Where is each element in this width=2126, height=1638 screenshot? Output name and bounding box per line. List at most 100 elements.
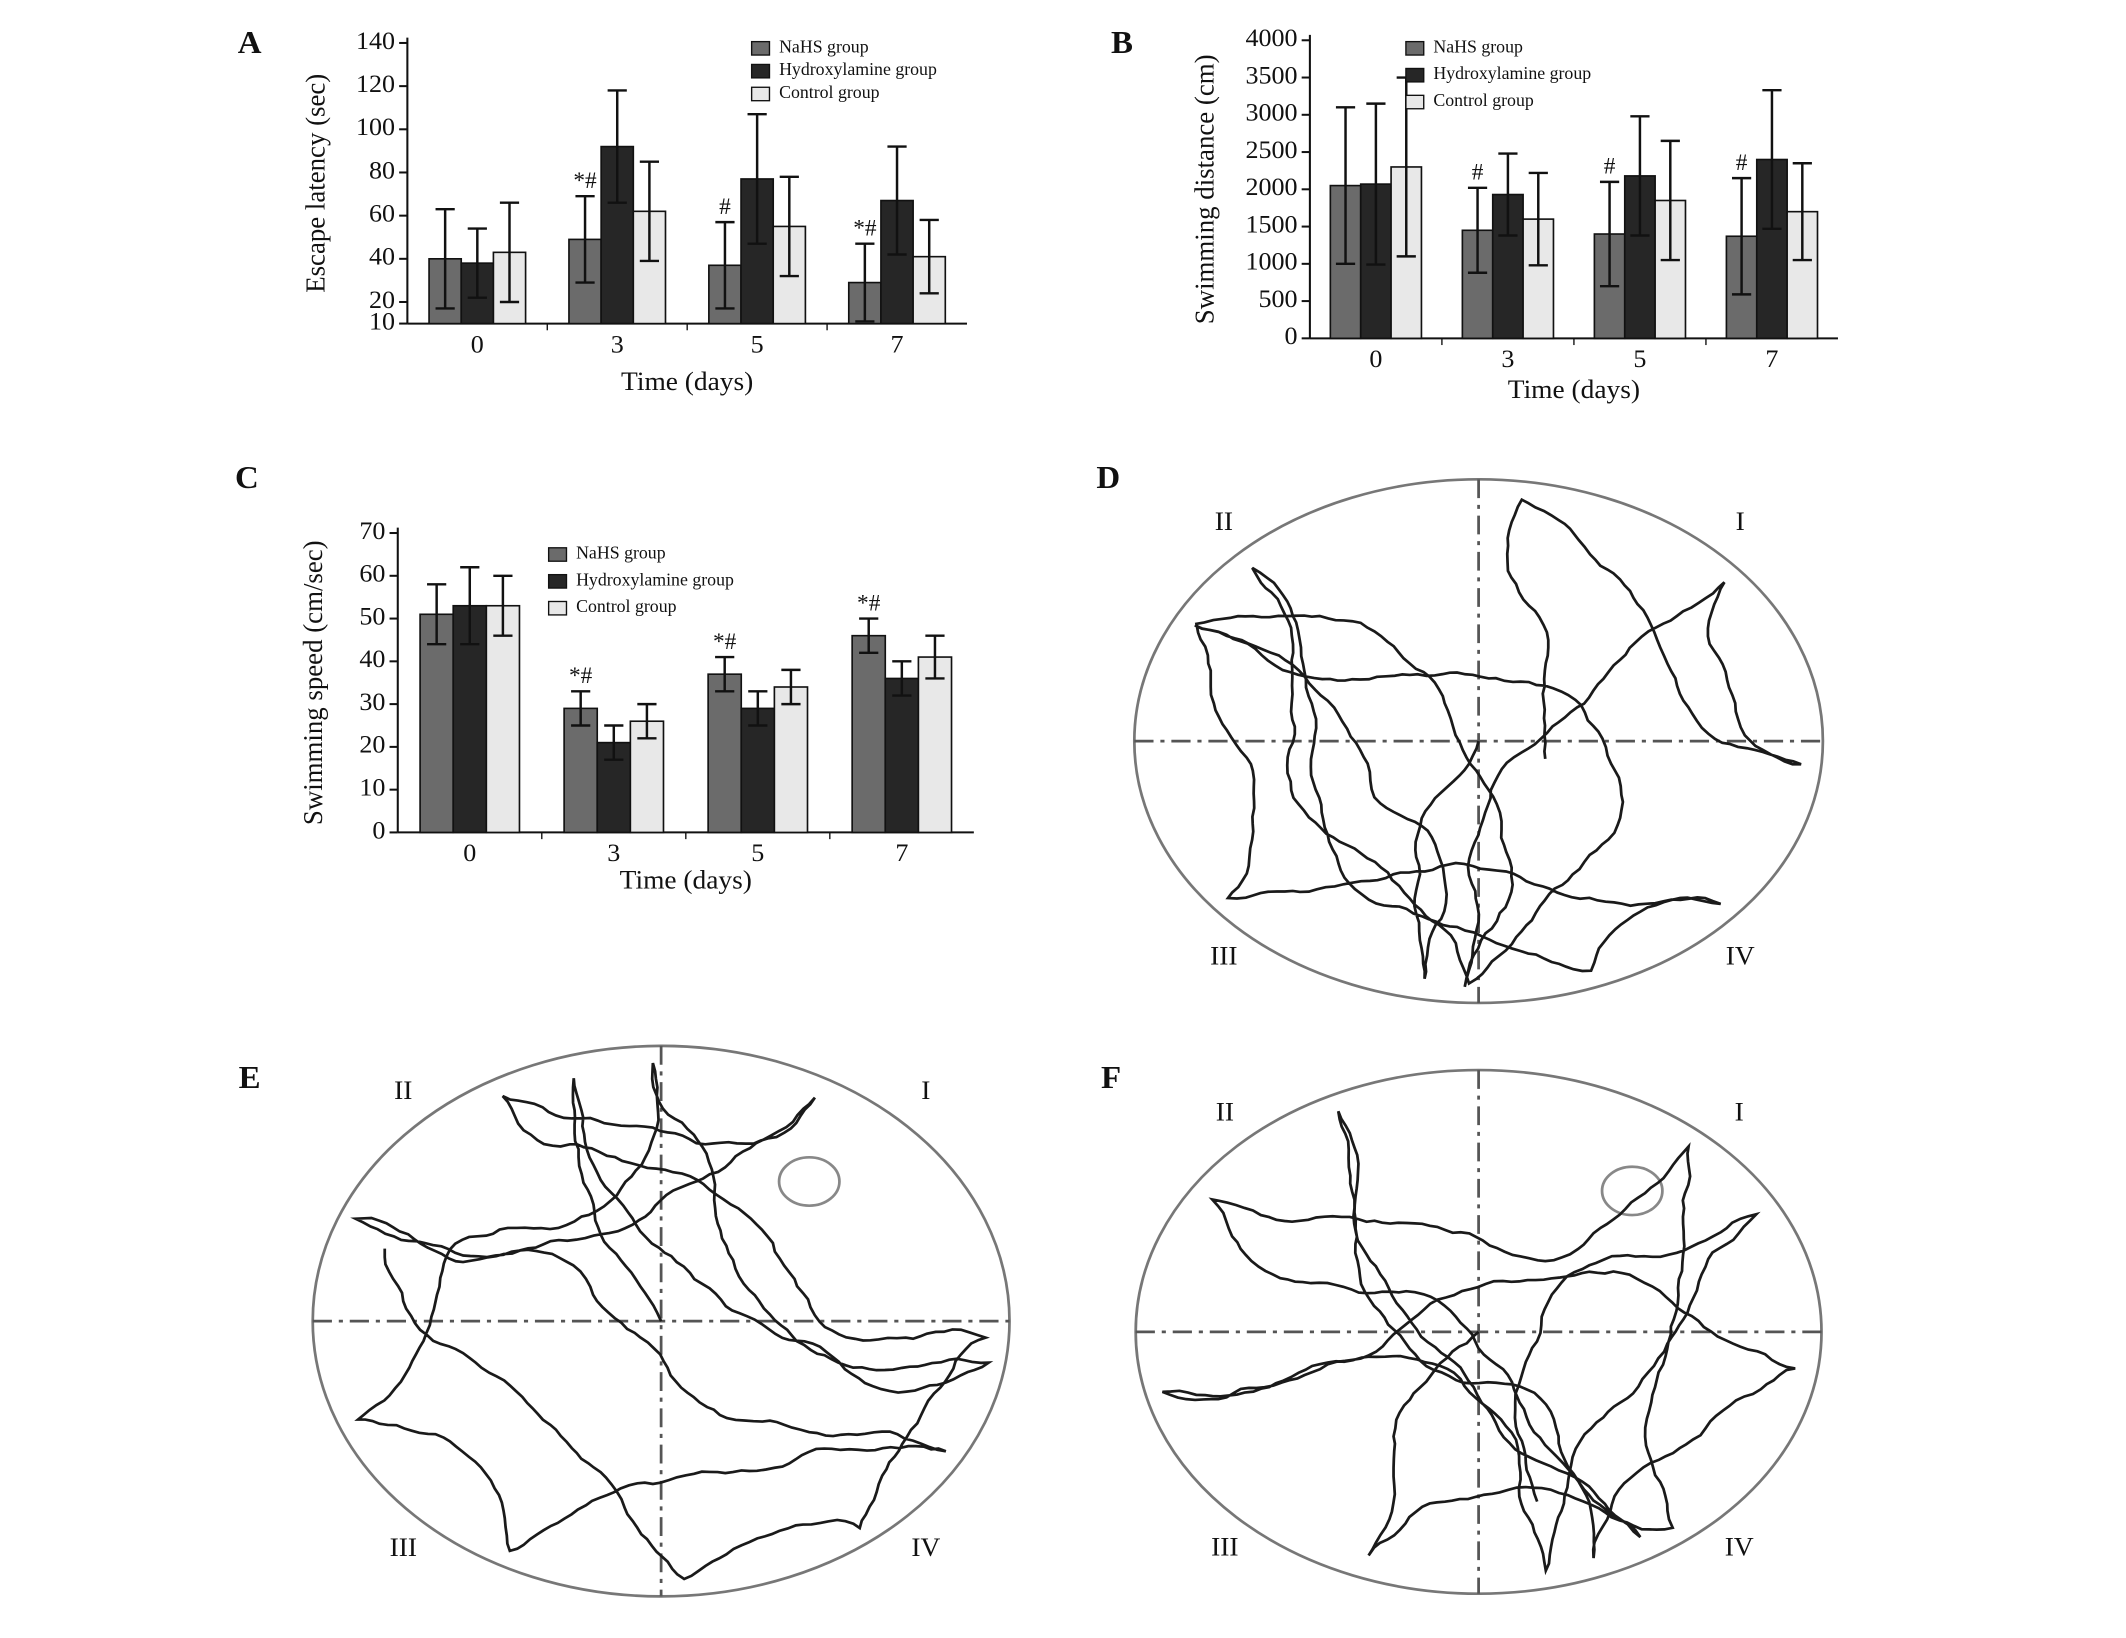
y-tick-label: 10 xyxy=(359,773,385,802)
legend-swatch xyxy=(1405,94,1425,110)
legend-label: Control group xyxy=(576,596,677,616)
quadrant-label: III xyxy=(1210,941,1237,971)
y-tick-label: 80 xyxy=(369,156,395,185)
y-tick-label: 70 xyxy=(359,516,385,545)
platform xyxy=(1600,1165,1664,1217)
quadrant-label: II xyxy=(1216,1097,1234,1127)
error-bar xyxy=(571,690,591,727)
x-tick-label: 3 xyxy=(1501,344,1514,373)
swim-track xyxy=(1161,1110,1796,1576)
y-tick-label: 4000 xyxy=(1245,23,1297,52)
quadrant-label: II xyxy=(394,1075,412,1105)
bar xyxy=(707,673,743,834)
x-axis-label: Time (days) xyxy=(620,865,752,895)
legend-swatch xyxy=(750,63,771,79)
y-tick-label: 60 xyxy=(359,559,385,588)
error-bar xyxy=(715,220,735,310)
error-bar xyxy=(637,702,657,740)
error-bar xyxy=(1630,115,1650,237)
error-bar xyxy=(1731,176,1752,296)
error-bar xyxy=(1498,152,1518,237)
error-bar xyxy=(427,583,447,646)
error-bar xyxy=(604,724,624,761)
x-axis-label: Time (days) xyxy=(621,366,753,396)
error-bar xyxy=(859,617,879,654)
legend-swatch xyxy=(750,86,771,102)
x-tick-label: 5 xyxy=(751,330,764,359)
y-tick-label: 50 xyxy=(359,602,385,631)
legend-label: Hydroxylamine group xyxy=(576,570,734,590)
y-tick-label: 120 xyxy=(356,69,395,98)
error-bar xyxy=(779,175,799,278)
error-bar xyxy=(1335,106,1356,266)
x-tick-label: 3 xyxy=(607,838,620,867)
error-bar xyxy=(747,112,767,245)
x-tick-label: 0 xyxy=(471,330,484,359)
legend-swatch xyxy=(547,547,568,562)
error-bar xyxy=(1528,171,1548,267)
y-tick-label: 3000 xyxy=(1245,98,1297,127)
error-bar xyxy=(499,201,520,304)
error-bar xyxy=(919,218,939,295)
y-tick-label: 0 xyxy=(1285,321,1298,350)
error-bar xyxy=(460,566,480,646)
quadrant-label: III xyxy=(390,1532,417,1562)
quadrant-label: IV xyxy=(1726,941,1755,971)
x-tick-label: 7 xyxy=(895,838,908,867)
legend-label: NaHS group xyxy=(779,37,869,57)
x-axis-label: Time (days) xyxy=(1508,374,1640,404)
error-bar xyxy=(892,660,912,697)
panel-label: E xyxy=(239,1061,261,1097)
error-bar xyxy=(493,574,513,637)
error-bar xyxy=(1467,186,1488,274)
legend-label: Hydroxylamine group xyxy=(1433,63,1591,83)
bar xyxy=(419,613,455,834)
y-tick-label: 40 xyxy=(359,644,385,673)
error-bar xyxy=(1792,162,1812,262)
x-tick-label: 5 xyxy=(751,838,764,867)
significance-mark: *# xyxy=(853,215,877,241)
panel-label: C xyxy=(235,460,259,496)
bar xyxy=(851,634,887,834)
y-tick-label: 1500 xyxy=(1245,210,1297,239)
x-tick-label: 7 xyxy=(891,330,904,359)
bar xyxy=(485,604,521,834)
significance-mark: # xyxy=(1736,149,1748,175)
y-tick-label: 10 xyxy=(369,307,395,336)
panel-label: B xyxy=(1111,25,1133,61)
quadrant-label: IV xyxy=(1725,1532,1754,1562)
x-tick-label: 3 xyxy=(611,330,624,359)
y-tick-label: 30 xyxy=(359,687,385,716)
error-bar xyxy=(1762,88,1782,231)
quadrant-label: I xyxy=(921,1075,930,1105)
error-bar xyxy=(925,634,945,680)
y-tick-label: 1000 xyxy=(1245,247,1297,276)
legend-swatch xyxy=(547,600,568,616)
legend-label: Control group xyxy=(1433,90,1534,110)
y-tick-label: 40 xyxy=(369,242,395,271)
significance-mark: *# xyxy=(569,662,593,688)
significance-mark: *# xyxy=(857,590,881,616)
bar xyxy=(563,707,599,834)
panel-label: D xyxy=(1096,460,1120,496)
error-bar xyxy=(1366,102,1386,266)
legend-label: NaHS group xyxy=(1433,37,1523,57)
swim-track xyxy=(1194,497,1802,988)
bar xyxy=(884,677,920,834)
error-bar xyxy=(639,160,660,263)
significance-mark: # xyxy=(1472,159,1484,185)
significance-mark: *# xyxy=(573,167,597,193)
quadrant-label: IV xyxy=(911,1532,940,1562)
bar xyxy=(629,720,665,834)
error-bar xyxy=(575,195,595,284)
error-bar xyxy=(855,242,875,323)
y-tick-label: 100 xyxy=(356,112,395,141)
error-bar xyxy=(1660,139,1680,262)
y-axis-label: Swimming distance (cm) xyxy=(1189,54,1219,324)
x-tick-label: 0 xyxy=(463,838,476,867)
legend-label: Control group xyxy=(779,82,880,102)
error-bar xyxy=(1599,180,1620,288)
error-bar xyxy=(467,227,487,299)
quadrant-label: I xyxy=(1736,506,1745,536)
